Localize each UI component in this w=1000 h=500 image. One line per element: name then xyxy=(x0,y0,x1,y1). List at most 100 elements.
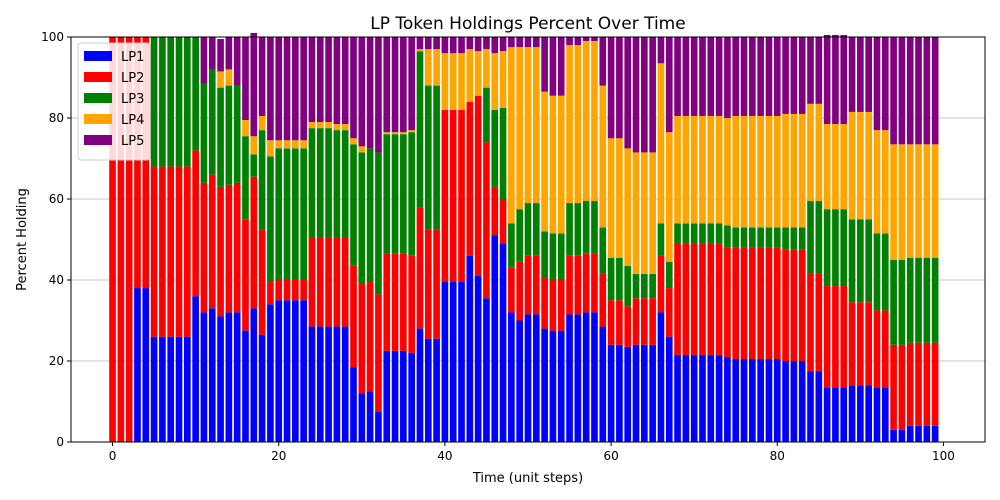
bar-lp1 xyxy=(881,387,889,442)
bar-lp3 xyxy=(898,259,906,345)
bar-lp5 xyxy=(225,37,233,70)
bar-lp1 xyxy=(167,336,175,442)
bar-lp2 xyxy=(532,255,540,315)
bar-lp4 xyxy=(607,138,615,258)
bar-lp3 xyxy=(931,257,939,343)
bar-lp5 xyxy=(632,37,640,153)
bar-lp4 xyxy=(898,144,906,260)
bar-lp2 xyxy=(699,243,706,355)
bar-lp3 xyxy=(184,37,191,167)
bar-lp1 xyxy=(657,312,665,442)
bar-lp3 xyxy=(416,51,424,208)
bar-lp4 xyxy=(915,144,922,258)
bar-lp2 xyxy=(599,273,607,327)
bar-lp4 xyxy=(400,132,407,135)
bar-lp1 xyxy=(724,356,731,442)
bar-lp2 xyxy=(549,280,557,331)
bar-lp4 xyxy=(250,136,258,155)
bar-lp2 xyxy=(682,243,690,355)
bar-lp2 xyxy=(275,280,283,301)
bar-lp4 xyxy=(541,91,548,232)
bar-lp1 xyxy=(591,312,598,442)
bar-lp3 xyxy=(665,261,673,289)
bar-lp5 xyxy=(292,37,299,141)
bar-lp4 xyxy=(408,130,415,133)
bar-lp4 xyxy=(549,95,557,234)
bar-lp2 xyxy=(757,247,764,359)
bar-lp4 xyxy=(674,115,681,224)
bar-lp5 xyxy=(782,37,789,114)
bar-lp2 xyxy=(582,253,590,313)
bar-lp1 xyxy=(283,300,291,442)
bar-lp1 xyxy=(391,350,399,442)
bar-lp3 xyxy=(316,128,324,238)
bar-lp1 xyxy=(175,336,183,442)
y-tick-label: 80 xyxy=(49,111,64,125)
bar-lp4 xyxy=(508,47,515,224)
bar-lp4 xyxy=(765,115,773,228)
bar-lp3 xyxy=(807,201,814,274)
bar-lp1 xyxy=(757,358,764,442)
bar-lp2 xyxy=(267,282,274,305)
bar-lp5 xyxy=(416,37,424,50)
bar-lp5 xyxy=(857,37,864,112)
bar-lp3 xyxy=(815,201,823,274)
bar-lp1 xyxy=(923,425,931,442)
bar-lp3 xyxy=(250,154,258,177)
bar-lp5 xyxy=(923,37,931,145)
bar-lp4 xyxy=(665,132,673,262)
bar-lp5 xyxy=(823,34,831,125)
bar-lp2 xyxy=(258,229,266,335)
bar-lp2 xyxy=(906,342,914,426)
bar-lp3 xyxy=(798,227,806,250)
bar-lp1 xyxy=(292,300,299,442)
bar-lp4 xyxy=(682,115,690,224)
bar-lp5 xyxy=(898,37,906,145)
bar-lp1 xyxy=(840,387,848,442)
bar-lp5 xyxy=(773,37,781,116)
bar-lp5 xyxy=(574,37,582,46)
bar-lp2 xyxy=(458,109,465,283)
bar-lp1 xyxy=(333,326,341,442)
bar-lp5 xyxy=(557,37,565,96)
bar-lp4 xyxy=(823,124,831,210)
bar-lp3 xyxy=(192,37,199,151)
bar-lp4 xyxy=(474,51,482,96)
bar-lp4 xyxy=(350,138,357,145)
bar-lp1 xyxy=(358,393,366,442)
bar-lp2 xyxy=(732,247,740,359)
bar-lp5 xyxy=(275,37,283,141)
bar-lp4 xyxy=(325,122,332,129)
x-tick-label: 60 xyxy=(603,449,618,463)
bar-lp3 xyxy=(200,83,208,183)
bar-lp5 xyxy=(757,37,764,116)
bar-lp5 xyxy=(599,37,607,86)
x-tick-label: 20 xyxy=(271,449,286,463)
bar-lp1 xyxy=(890,429,897,442)
bar-lp5 xyxy=(267,37,274,141)
bar-lp2 xyxy=(915,342,922,426)
bar-lp2 xyxy=(416,207,424,329)
bar-lp5 xyxy=(350,37,357,139)
bar-lp3 xyxy=(607,257,615,301)
bar-lp3 xyxy=(624,265,632,307)
bar-lp1 xyxy=(865,385,872,442)
bar-lp1 xyxy=(782,361,789,442)
bar-lp5 xyxy=(674,37,681,116)
bar-lp1 xyxy=(474,275,482,442)
bar-lp4 xyxy=(724,118,731,226)
bar-lp5 xyxy=(491,37,499,54)
bar-lp3 xyxy=(242,136,249,220)
bar-lp4 xyxy=(890,144,897,260)
bar-lp2 xyxy=(250,176,258,309)
bar-lp1 xyxy=(233,312,241,442)
bar-lp3 xyxy=(225,85,233,185)
legend: LP1 LP2 LP3 LP4 LP5 xyxy=(77,42,151,161)
bar-lp3 xyxy=(690,223,698,244)
bar-lp1 xyxy=(607,344,615,442)
bar-lp2 xyxy=(134,37,141,289)
bar-lp4 xyxy=(782,113,789,228)
bar-lp1 xyxy=(699,354,706,442)
bar-lp3 xyxy=(341,130,349,238)
